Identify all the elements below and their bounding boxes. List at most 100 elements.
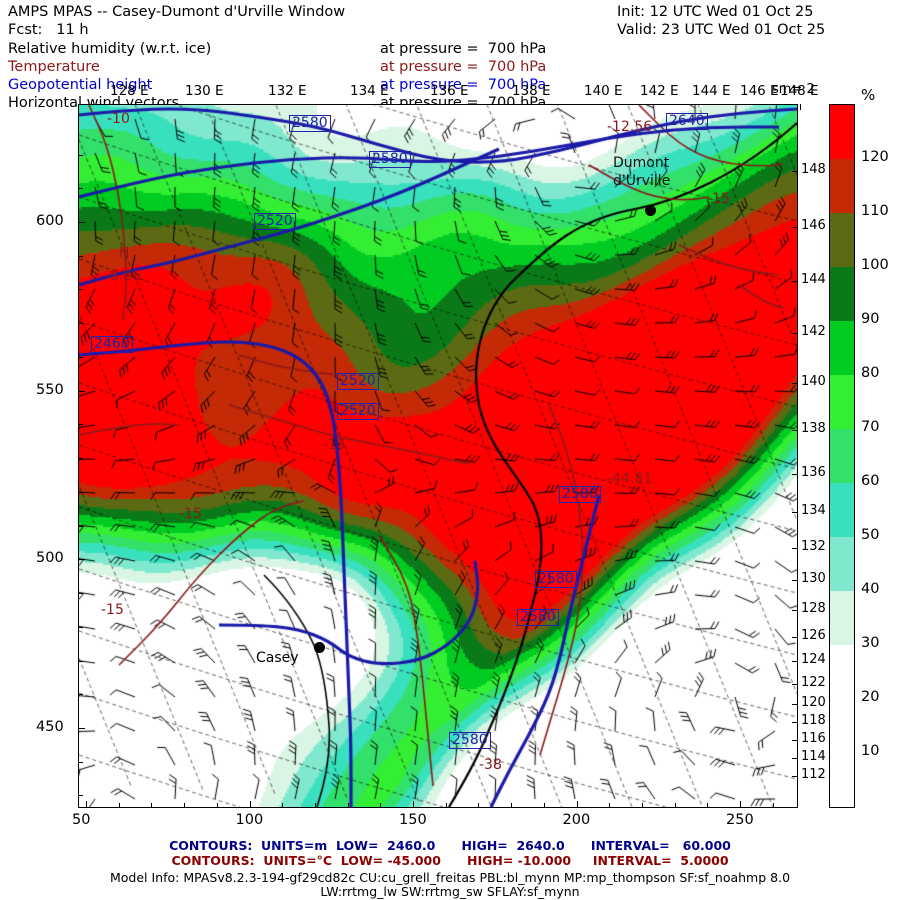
colorbar-tick-label: 90	[861, 311, 880, 327]
header-field-temperature: Temperature	[8, 59, 100, 75]
colorbar-tick-label: 80	[861, 365, 880, 381]
header-field-height-level: at pressure = 700 hPa	[380, 77, 547, 93]
weather-field-canvas	[79, 105, 797, 807]
axis-minor-tick	[78, 593, 83, 595]
header-fcst: Fcst: 11 h	[8, 22, 89, 38]
top-axis-tick-label: 142 E	[640, 83, 679, 99]
axis-tick	[792, 548, 798, 549]
axis-minor-tick	[740, 803, 741, 808]
top-axis-tick-label: 140 E	[584, 83, 623, 99]
header-valid: Valid: 23 UTC Wed 01 Oct 25	[617, 22, 826, 38]
colorbar-segment	[830, 374, 854, 429]
right-axis-tick-label: 122 E	[801, 675, 839, 690]
axis-minor-tick	[576, 803, 578, 808]
axis-tick	[792, 758, 798, 759]
station-marker-casey[interactable]	[314, 642, 325, 653]
header-init: Init: 12 UTC Wed 01 Oct 25	[617, 4, 814, 20]
right-axis-tick-label: 132 E	[801, 539, 839, 554]
bottom-axis-tick-label: 250	[726, 812, 754, 828]
axis-tick	[792, 430, 798, 431]
temperature-contour-label: -15	[707, 191, 730, 207]
station-marker-durville[interactable]	[645, 205, 656, 216]
colorbar-segment	[830, 644, 854, 699]
axis-tick	[792, 383, 798, 384]
bottom-axis-tick-label: 150	[399, 812, 427, 828]
axis-minor-tick	[78, 289, 83, 291]
axis-minor-tick	[78, 660, 83, 662]
colorbar-tick-label: 10	[861, 743, 880, 759]
height-contour-label: 2580	[535, 571, 577, 588]
axis-minor-tick	[78, 323, 83, 325]
axis-minor-tick	[78, 728, 83, 729]
header-field-temperature-level: at pressure = 700 hPa	[380, 59, 547, 75]
station-label-casey: Casey	[256, 650, 299, 666]
top-axis-tick-label: 148 E	[780, 83, 819, 99]
colorbar-segment	[830, 266, 854, 321]
colorbar-segment	[830, 698, 854, 753]
axis-tick	[800, 104, 801, 110]
top-axis-tick-label: 132 E	[268, 83, 307, 99]
right-axis-tick-label: 146 E	[801, 218, 839, 233]
colorbar-segment	[830, 752, 854, 807]
axis-tick	[792, 661, 798, 662]
axis-minor-tick	[347, 803, 349, 808]
temperature-contour-label: -12.56	[607, 119, 653, 135]
axis-tick	[792, 474, 798, 475]
right-axis-tick-label: 134 E	[801, 503, 839, 518]
right-axis-tick-label: 148 E	[801, 162, 839, 177]
colorbar-segment	[830, 212, 854, 267]
header-title: AMPS MPAS -- Casey-Dumont d'Urville Wind…	[8, 4, 346, 20]
colorbar-segment	[830, 158, 854, 213]
right-axis-tick-label: 130 E	[801, 571, 839, 586]
axis-tick	[792, 171, 798, 172]
axis-minor-tick	[707, 803, 709, 808]
left-axis-tick-label: 550	[36, 381, 64, 398]
station-label-dumont: Dumont	[613, 155, 670, 171]
colorbar-tick-label: 60	[861, 473, 880, 489]
footer-model-info: Model Info: MPASv8.2.3-194-gf29cd82c CU:…	[109, 870, 791, 885]
top-axis-tick-label: 130 E	[185, 83, 224, 99]
temperature-contour-label: -15	[323, 437, 346, 453]
colorbar-tick-label: 50	[861, 527, 880, 543]
axis-minor-tick	[78, 390, 83, 392]
axis-tick	[792, 333, 798, 334]
map-plot-area[interactable]: 2580 2580 2520 2460 2520 2520 2640 2580 …	[78, 104, 798, 808]
colorbar-tick-label: 100	[861, 257, 889, 273]
height-contour-label: 2520	[337, 373, 379, 390]
footer-model-info-2: LW:rrtmg_lw SW:rrtmg_sw SFLAY:sf_mynn	[320, 884, 580, 899]
axis-minor-tick	[78, 356, 83, 358]
axis-minor-tick	[543, 803, 545, 808]
right-axis-tick-label: 140 E	[801, 374, 839, 389]
colorbar-segment	[830, 590, 854, 645]
bottom-axis-tick-label: 50	[72, 812, 91, 828]
height-contour-label: 2520	[337, 403, 379, 420]
colorbar-tick-label: 110	[861, 203, 889, 219]
height-contour-label: 2580	[289, 115, 331, 132]
axis-minor-tick	[282, 803, 284, 808]
axis-minor-tick	[380, 803, 382, 808]
axis-minor-tick	[216, 803, 218, 808]
axis-minor-tick	[78, 795, 83, 797]
colorbar-tick-label: 70	[861, 419, 880, 435]
axis-minor-tick	[78, 491, 83, 493]
right-axis-tick-label: 126 E	[801, 628, 839, 643]
height-contour-label: 2460	[91, 336, 133, 353]
axis-minor-tick	[78, 154, 83, 156]
colorbar-segment	[830, 320, 854, 375]
colorbar-units: %	[861, 86, 876, 104]
axis-minor-tick	[118, 803, 120, 808]
axis-minor-tick	[413, 803, 414, 808]
axis-minor-tick	[314, 803, 316, 808]
axis-minor-tick	[445, 803, 447, 808]
temperature-contour-label: -15	[179, 506, 202, 522]
header-smoothing: sm= 2	[772, 82, 815, 97]
axis-minor-tick	[78, 222, 83, 223]
top-axis-tick-label: 136 E	[430, 83, 469, 99]
height-contour-label: 2580	[449, 732, 491, 749]
height-contour-label: 2640	[666, 113, 708, 130]
colorbar-segment	[830, 536, 854, 591]
axis-tick	[792, 776, 798, 777]
colorbar	[829, 104, 855, 808]
axis-minor-tick	[249, 803, 251, 808]
axis-minor-tick	[78, 424, 83, 426]
